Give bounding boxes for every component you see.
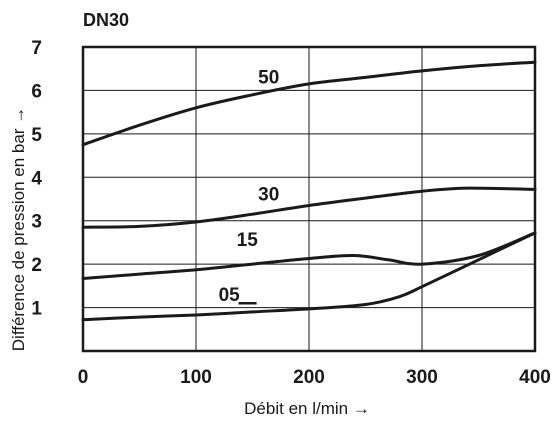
y-tick-label: 2	[31, 255, 42, 276]
series-labels: 50 30 15 05	[219, 67, 280, 306]
series-line-15	[81, 231, 537, 280]
series-label-05: 05	[219, 285, 241, 306]
x-tick-label: 200	[293, 367, 325, 388]
x-tick-label: 0	[78, 367, 89, 388]
series-line-50	[81, 60, 537, 147]
y-tick-label: 3	[31, 212, 42, 233]
series-lines	[81, 60, 537, 322]
grid	[83, 47, 535, 351]
series-label-30: 30	[258, 184, 279, 205]
y-tick-label: 1	[31, 299, 42, 320]
y-tick-label: 4	[31, 168, 42, 189]
x-tick-label: 300	[406, 367, 438, 388]
chart-title: DN30	[83, 10, 129, 30]
series-label-15: 15	[237, 230, 259, 251]
x-tick-labels: 0 100 200 300 400	[78, 367, 551, 388]
x-axis-label: Débit en l/min →	[244, 399, 370, 418]
plot-frame	[81, 45, 537, 353]
y-axis-label: Différence de pression en bar →	[9, 107, 28, 351]
series-line-30	[81, 186, 537, 229]
series-line-05	[81, 231, 537, 322]
y-tick-label: 7	[31, 38, 42, 59]
y-tick-label: 5	[31, 125, 42, 146]
x-tick-label: 100	[180, 367, 212, 388]
series-label-50: 50	[258, 67, 279, 88]
x-tick-label: 400	[519, 367, 551, 388]
y-tick-labels: 1 2 3 4 5 6 7	[31, 38, 42, 320]
y-tick-label: 6	[31, 81, 42, 102]
